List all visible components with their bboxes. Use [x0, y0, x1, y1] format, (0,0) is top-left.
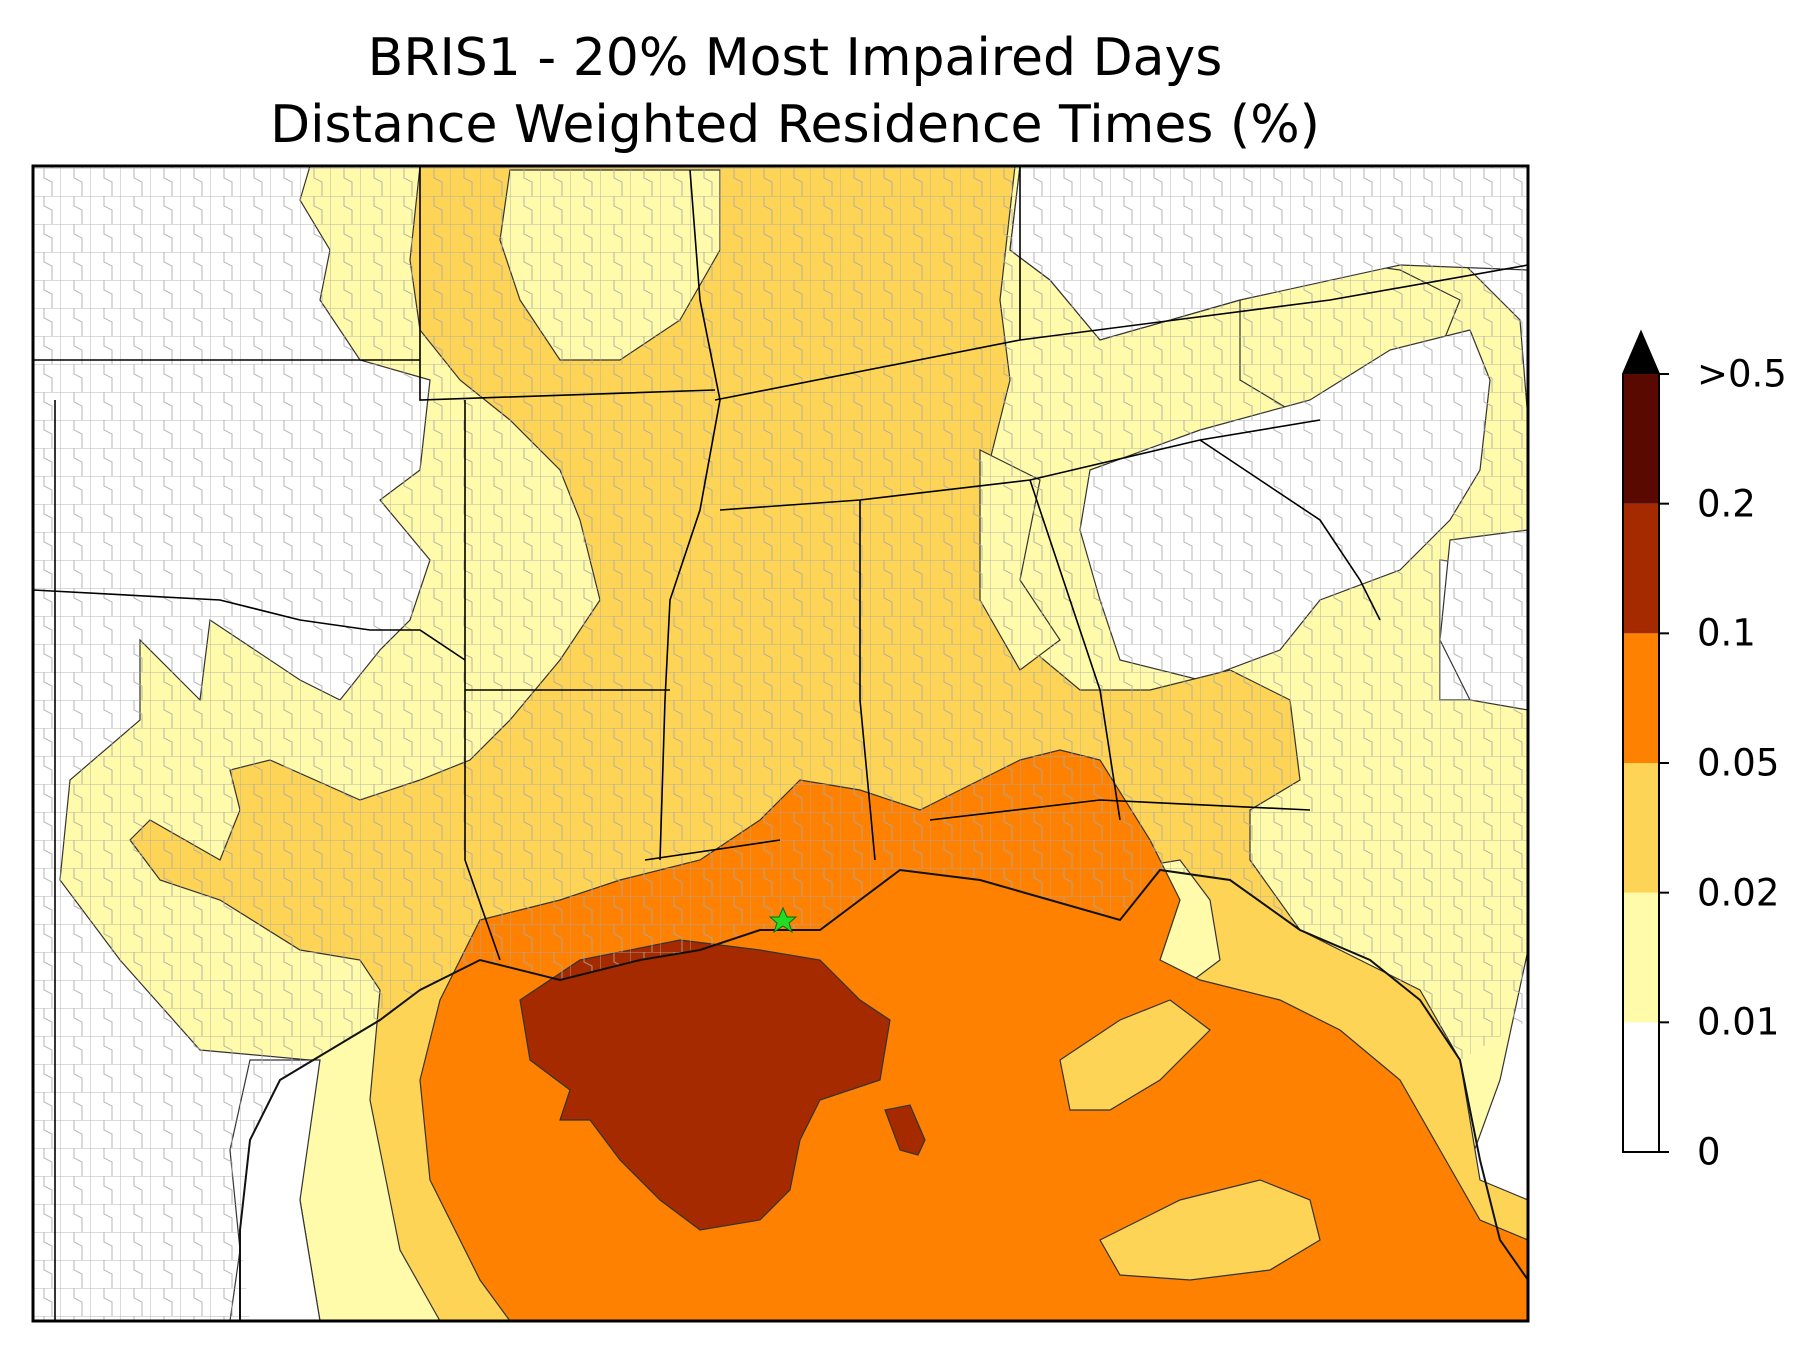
colorbar-label: 0.1 — [1697, 611, 1756, 655]
map-title-line1: BRIS1 - 20% Most Impaired Days — [367, 28, 1223, 88]
colorbar-label: 0.01 — [1697, 1000, 1780, 1044]
map-content — [33, 166, 1528, 1321]
state-boundaries — [33, 166, 1528, 1321]
colorbar-band-0.01 — [1623, 892, 1659, 1023]
colorbar — [1622, 329, 1669, 1153]
colorbar-band-0.02 — [1623, 763, 1659, 893]
county-boundaries — [33, 166, 1528, 1321]
colorbar-label: 0.05 — [1697, 741, 1780, 785]
contour-island-0.1-small — [884, 1104, 926, 1156]
colorbar-label: 0.2 — [1697, 482, 1756, 526]
coastline — [239, 868, 1528, 1321]
colorbar-band-0.2 — [1623, 374, 1659, 504]
colorbar-extend-arrow — [1623, 332, 1659, 374]
site-marker — [768, 906, 798, 934]
colorbar-outline — [1622, 329, 1660, 1153]
colorbar-label: 0 — [1697, 1130, 1721, 1174]
green-star-icon — [768, 906, 798, 934]
map-frame — [31, 164, 1530, 1323]
map-title-line2: Distance Weighted Residence Times (%) — [270, 95, 1320, 155]
colorbar-label: 0.02 — [1697, 871, 1780, 915]
contour-island-0.02-gulf-south — [1099, 1179, 1321, 1281]
contour-band-0.1 — [519, 939, 891, 1231]
contour-island-0.02-gulf-east — [1059, 999, 1211, 1111]
colorbar-band-0.05 — [1623, 633, 1659, 763]
colorbar-band-0.1 — [1623, 503, 1659, 634]
colorbar-band-0 — [1623, 1022, 1659, 1152]
colorbar-label: >0.5 — [1697, 352, 1787, 396]
